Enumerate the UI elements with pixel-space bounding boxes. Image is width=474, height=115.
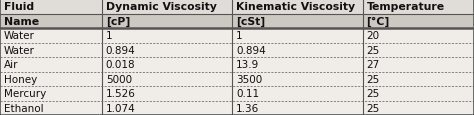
Text: Fluid: Fluid — [4, 2, 34, 12]
Text: Mercury: Mercury — [4, 88, 46, 98]
Bar — [0, 101, 102, 115]
Bar — [232, 0, 363, 14]
Bar — [232, 58, 363, 72]
Bar — [363, 86, 474, 101]
Text: Dynamic Viscosity: Dynamic Viscosity — [106, 2, 217, 12]
Bar — [0, 0, 102, 14]
Text: [cSt]: [cSt] — [236, 16, 265, 27]
Text: 1: 1 — [236, 31, 243, 41]
Bar — [363, 43, 474, 58]
Bar — [0, 72, 102, 86]
Text: 25: 25 — [366, 74, 380, 84]
Bar — [363, 14, 474, 29]
Bar — [232, 29, 363, 43]
Bar — [363, 0, 474, 14]
Bar — [102, 58, 232, 72]
Text: [cP]: [cP] — [106, 16, 130, 27]
Bar — [102, 101, 232, 115]
Bar — [0, 43, 102, 58]
Bar — [232, 101, 363, 115]
Bar — [0, 14, 102, 29]
Text: Honey: Honey — [4, 74, 37, 84]
Bar — [102, 14, 232, 29]
Text: Ethanol: Ethanol — [4, 103, 44, 113]
Bar — [232, 72, 363, 86]
Text: 25: 25 — [366, 45, 380, 55]
Text: Air: Air — [4, 60, 18, 70]
Text: 3500: 3500 — [236, 74, 262, 84]
Text: Name: Name — [4, 17, 39, 27]
Bar — [102, 29, 232, 43]
Bar — [102, 86, 232, 101]
Bar — [0, 29, 102, 43]
Text: 25: 25 — [366, 88, 380, 98]
Text: 0.894: 0.894 — [236, 45, 266, 55]
Bar — [232, 14, 363, 29]
Text: Temperature: Temperature — [366, 2, 445, 12]
Text: 20: 20 — [366, 31, 380, 41]
Bar — [232, 86, 363, 101]
Text: 1.36: 1.36 — [236, 103, 259, 113]
Text: 25: 25 — [366, 103, 380, 113]
Text: 1: 1 — [106, 31, 112, 41]
Bar — [102, 43, 232, 58]
Bar — [363, 29, 474, 43]
Text: Kinematic Viscosity: Kinematic Viscosity — [236, 2, 355, 12]
Text: [°C]: [°C] — [366, 16, 390, 27]
Bar — [363, 101, 474, 115]
Bar — [363, 72, 474, 86]
Bar — [0, 58, 102, 72]
Bar — [102, 0, 232, 14]
Text: Water: Water — [4, 45, 35, 55]
Bar — [0, 86, 102, 101]
Text: Water: Water — [4, 31, 35, 41]
Text: 13.9: 13.9 — [236, 60, 259, 70]
Bar — [102, 72, 232, 86]
Bar — [363, 58, 474, 72]
Text: 5000: 5000 — [106, 74, 132, 84]
Text: 0.018: 0.018 — [106, 60, 136, 70]
Text: 0.11: 0.11 — [236, 88, 259, 98]
Text: 0.894: 0.894 — [106, 45, 136, 55]
Bar — [232, 43, 363, 58]
Text: 27: 27 — [366, 60, 380, 70]
Text: 1.074: 1.074 — [106, 103, 136, 113]
Text: 1.526: 1.526 — [106, 88, 136, 98]
